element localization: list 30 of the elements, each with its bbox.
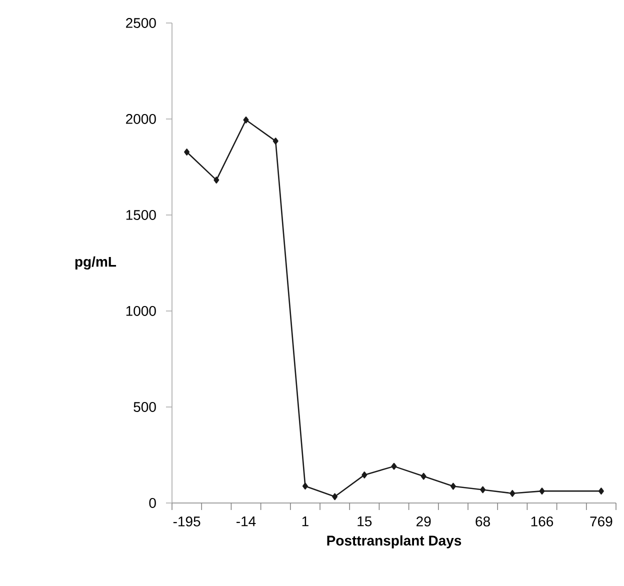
point: [480, 486, 486, 494]
point: [302, 482, 308, 490]
x-tick-label: -14: [236, 516, 256, 526]
point: [510, 490, 516, 497]
point: [362, 472, 368, 478]
point: [539, 488, 545, 495]
x-tick-label: 769: [590, 516, 612, 526]
y-tick-label: 2000: [126, 114, 156, 124]
point: [420, 472, 426, 480]
x-tick-label: 29: [416, 516, 431, 526]
point: [332, 493, 338, 500]
x-tick-label: 15: [358, 516, 372, 526]
y-tick-label: 500: [134, 402, 156, 412]
y-tick-label: 1000: [126, 306, 156, 316]
point: [450, 482, 456, 490]
point: [214, 176, 220, 184]
y-tick-label: 0: [149, 498, 156, 508]
x-tick-label: 166: [531, 516, 554, 526]
y-tick-label: 1500: [126, 210, 156, 220]
point: [391, 462, 397, 470]
point: [272, 138, 278, 145]
point: [184, 148, 190, 156]
point: [243, 116, 249, 124]
x-tick-label: 1: [302, 516, 308, 526]
y-axis-title: pg/mL: [75, 256, 116, 270]
y-tick-label: 2500: [126, 18, 156, 28]
x-axis-title: Posttransplant Days: [327, 535, 462, 548]
x-tick-label: -195: [173, 516, 200, 526]
x-tick-label: 68: [476, 516, 490, 526]
point: [598, 488, 604, 495]
